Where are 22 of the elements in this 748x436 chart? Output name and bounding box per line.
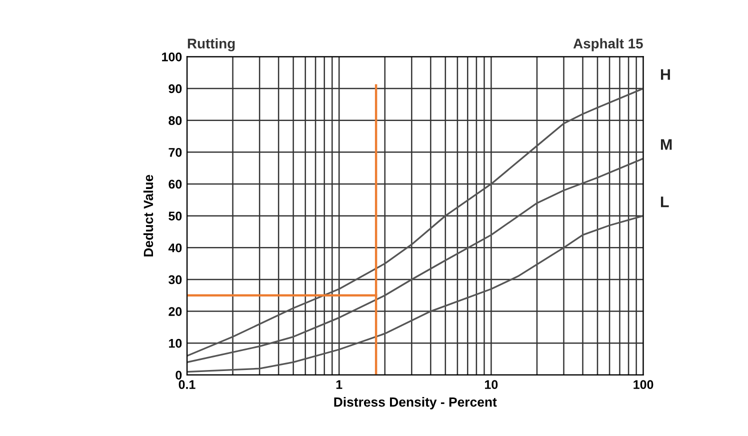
x-tick-label: 10 [485,380,498,390]
y-tick-label: 20 [168,307,182,316]
y-tick-label: 0 [176,370,182,380]
y-tick-label: 70 [168,148,182,157]
y-tick-label: 90 [168,84,182,94]
series-label: M [660,139,672,150]
chart-title: Rutting [188,38,235,52]
y-axis-title: Deduct Value [143,174,154,256]
x-tick-label: 1 [336,380,342,389]
y-tick-label: 100 [162,52,182,62]
x-tick-label: 0.1 [178,380,196,390]
series-label: H [660,69,670,80]
chart-subtitle: Asphalt 15 [573,38,643,52]
series-label: L [660,196,669,208]
x-axis-title: Distress Density - Percent [334,397,497,410]
y-tick-label: 40 [168,243,182,252]
x-tick-label: 100 [634,380,654,390]
y-tick-label: 50 [168,212,182,220]
y-tick-label: 80 [168,116,182,125]
y-tick-label: 30 [168,275,182,284]
y-tick-label: 60 [168,180,182,189]
y-tick-label: 10 [169,338,182,348]
